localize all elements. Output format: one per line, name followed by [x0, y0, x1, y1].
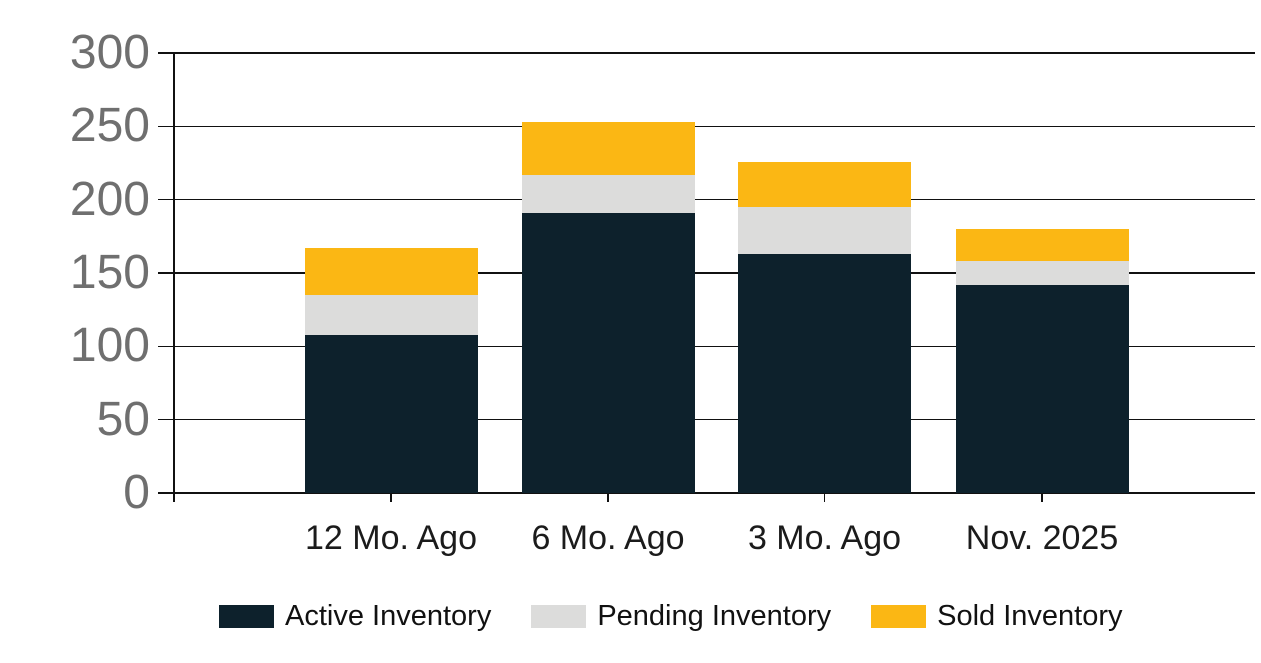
y-axis-label-0: 0 — [123, 466, 150, 519]
bar-segment-sold-inventory-0 — [304, 248, 478, 295]
x-tick-2 — [823, 493, 826, 502]
chart-legend: Active Inventory Pending Inventory Sold In… — [219, 602, 1123, 631]
bar-segment-active-inventory-1 — [521, 212, 695, 493]
legend-swatch-icon — [531, 605, 587, 628]
gridline-200 — [174, 198, 1255, 201]
x-axis-label-1: 6 Mo. Ago — [531, 519, 685, 557]
bar-segment-active-inventory-3 — [955, 284, 1129, 493]
bar-segment-sold-inventory-3 — [955, 229, 1129, 262]
bar-segment-pending-inventory-1 — [521, 174, 695, 213]
bar-segment-pending-inventory-3 — [955, 261, 1129, 285]
y-axis-label-100: 100 — [69, 319, 150, 373]
legend-item-pending-inventory: Pending Inventory — [531, 602, 831, 631]
legend-swatch-icon — [871, 605, 927, 628]
bar-segment-pending-inventory-0 — [304, 295, 478, 335]
gridline-0 — [174, 492, 1255, 494]
x-axis-label-3: Nov. 2025 — [965, 519, 1119, 557]
x-axis-label-0: 12 Mo. Ago — [304, 519, 477, 557]
y-tick-100 — [158, 345, 174, 348]
legend-label: Pending Inventory — [597, 600, 832, 632]
legend-item-active-inventory: Active Inventory — [219, 602, 491, 631]
bar-segment-active-inventory-2 — [738, 253, 911, 493]
gridline-50 — [174, 418, 1255, 421]
y-axis-label-200: 200 — [69, 172, 150, 226]
y-axis-label-300: 300 — [69, 26, 150, 79]
y-axis-label-250: 250 — [69, 99, 150, 153]
legend-label: Active Inventory — [285, 600, 492, 632]
x-axis-label-2: 3 Mo. Ago — [747, 519, 902, 557]
x-tick-3 — [1041, 493, 1043, 502]
y-axis-label-50: 50 — [96, 392, 150, 446]
legend-label: Sold Inventory — [937, 600, 1123, 632]
y-tick-150 — [158, 272, 174, 274]
y-axis-label-150: 150 — [69, 246, 150, 299]
gridline-100 — [174, 345, 1255, 348]
gridline-250 — [174, 125, 1255, 128]
y-tick-300 — [158, 52, 174, 54]
y-axis-line — [173, 53, 175, 502]
legend-item-sold-inventory: Sold Inventory — [871, 600, 1123, 632]
bar-segment-sold-inventory-1 — [521, 121, 695, 175]
y-tick-50 — [158, 418, 174, 421]
x-tick-0 — [390, 493, 392, 502]
bar-segment-sold-inventory-2 — [738, 161, 911, 207]
bar-segment-pending-inventory-2 — [738, 207, 911, 254]
y-tick-250 — [158, 125, 174, 128]
gridline-300 — [174, 52, 1255, 54]
gridline-150 — [174, 272, 1255, 274]
legend-swatch-icon — [219, 605, 274, 628]
y-tick-200 — [158, 198, 174, 201]
bar-segment-active-inventory-0 — [304, 334, 478, 493]
y-tick-0 — [158, 492, 174, 494]
x-tick-1 — [607, 493, 609, 502]
